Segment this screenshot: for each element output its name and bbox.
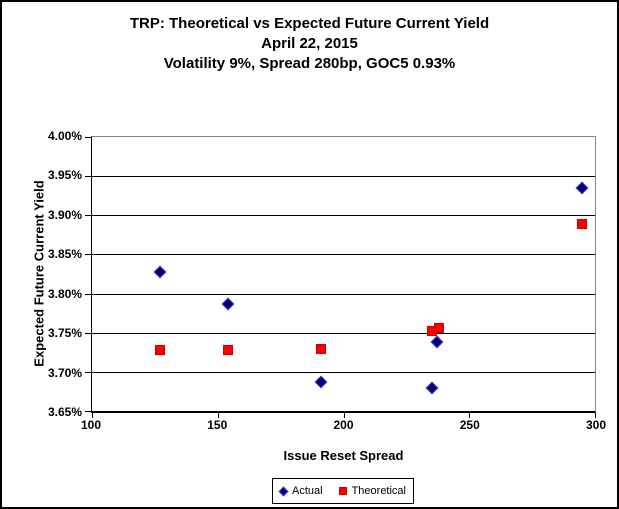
x-axis-title: Issue Reset Spread: [283, 448, 404, 463]
y-axis-tick: [85, 371, 92, 373]
legend-item-actual: Actual: [278, 485, 323, 497]
gridline: [92, 176, 595, 178]
x-tick-label: 300: [585, 418, 607, 432]
y-axis-tick: [85, 254, 92, 256]
data-point-actual: [576, 181, 589, 195]
plot-area: [85, 136, 596, 418]
data-point-actual: [425, 381, 438, 394]
x-axis-labels: 100 150 200 250 300: [81, 418, 606, 434]
gridline: [92, 254, 595, 256]
chart-subtitle-params: Volatility 9%, Spread 280bp, GOC5 0.93%: [163, 55, 456, 72]
y-tick-label: 3.80%: [47, 286, 82, 301]
data-point-actual: [430, 335, 443, 349]
y-axis-tick: [85, 176, 92, 178]
actual-diamond-icon: [278, 486, 289, 496]
y-tick-label: 3.70%: [47, 365, 82, 380]
legend-item-theoretical: Theoretical: [338, 485, 406, 497]
data-point-actual: [314, 375, 328, 389]
y-tick-label: 4.00%: [47, 129, 82, 143]
y-tick-label: 3.75%: [47, 326, 82, 341]
gridline: [92, 215, 595, 217]
chart-subtitle-date: April 22, 2015: [261, 35, 358, 52]
x-axis-tick: [343, 413, 345, 418]
data-point-theoretical: [315, 344, 326, 355]
y-tick-label: 3.95%: [47, 168, 82, 183]
x-axis-tick: [595, 413, 596, 418]
x-tick-label: 200: [333, 418, 354, 432]
data-point-theoretical: [434, 323, 445, 334]
x-tick-label: 150: [207, 418, 228, 432]
x-axis-tick: [217, 413, 219, 418]
gridline: [92, 293, 595, 295]
y-axis-tick: [85, 137, 92, 138]
x-axis-tick: [469, 413, 471, 418]
legend: Actual Theoretical: [272, 478, 414, 504]
theoretical-square-icon: [338, 487, 347, 495]
y-axis-tick: [85, 332, 92, 334]
y-axis-tick: [85, 293, 92, 295]
y-tick-label: 3.90%: [47, 207, 82, 222]
y-axis-labels: 4.00% 3.95% 3.90% 3.85% 3.80% 3.75% 3.70% 3.65%: [2, 129, 82, 419]
x-tick-label: 100: [80, 418, 102, 432]
data-point-theoretical: [154, 344, 165, 355]
gridline: [92, 371, 595, 373]
y-tick-label: 3.65%: [47, 405, 82, 419]
y-axis-tick: [85, 411, 92, 412]
data-point-theoretical: [222, 344, 233, 355]
chart-title: TRP: Theoretical vs Expected Future Curr…: [129, 15, 490, 32]
y-axis-tick: [85, 215, 92, 217]
y-tick-label: 3.85%: [47, 247, 82, 262]
gridline: [92, 332, 595, 334]
x-tick-label: 250: [459, 418, 480, 432]
legend-label-theoretical: Theoretical: [351, 485, 406, 497]
legend-label-actual: Actual: [292, 485, 323, 497]
data-point-theoretical: [577, 218, 588, 229]
data-point-actual: [153, 265, 167, 279]
x-axis-tick: [92, 413, 93, 418]
chart-title-block: TRP: Theoretical vs Expected Future Curr…: [2, 14, 617, 74]
data-point-actual: [221, 297, 235, 311]
